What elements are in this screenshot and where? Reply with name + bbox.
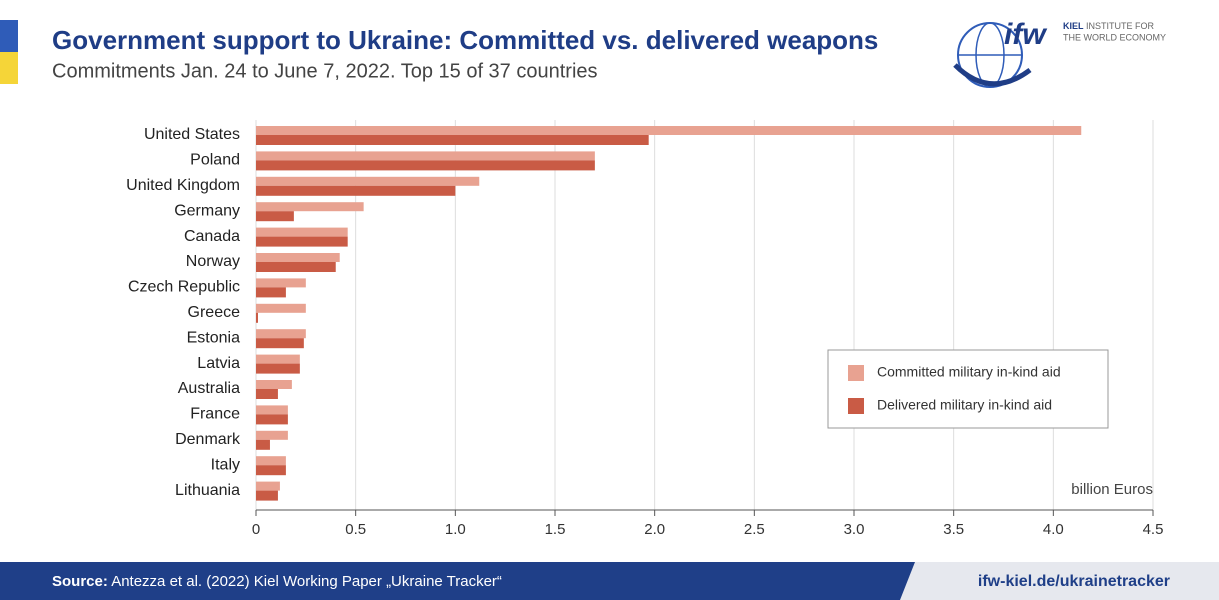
bar <box>256 481 280 491</box>
legend-box <box>827 349 1109 429</box>
bar <box>256 312 258 323</box>
x-tick-label: 2.0 <box>644 521 665 538</box>
y-tick-label: Norway <box>186 253 240 270</box>
bar <box>256 329 306 339</box>
bar <box>256 211 294 222</box>
y-tick-label: Lithuania <box>175 482 240 499</box>
legend-swatch <box>848 398 864 414</box>
bar <box>256 135 649 145</box>
bar <box>256 253 340 262</box>
logo: ifw KIEL INSTITUTE FOR THE WORLD ECONOMY <box>953 18 1166 88</box>
bar <box>256 456 286 466</box>
y-tick-label: Denmark <box>175 431 241 448</box>
x-tick-label: 3.5 <box>943 521 964 538</box>
bar <box>256 278 306 288</box>
logo-line2: THE WORLD ECONOMY <box>1063 32 1166 42</box>
bar <box>256 236 348 247</box>
bar <box>256 354 300 364</box>
source-label: Source: <box>52 573 108 590</box>
legend: Committed military in-kind aid Delivered … <box>827 349 1109 429</box>
bar <box>256 303 306 313</box>
footer-source: Source: Antezza et al. (2022) Kiel Worki… <box>52 573 502 590</box>
x-axis-label: billion Euros <box>1071 481 1153 498</box>
logo-swoosh <box>953 63 1032 87</box>
y-tick-label: Italy <box>211 456 240 473</box>
bar <box>256 405 288 415</box>
x-tick-label: 1.0 <box>445 521 466 538</box>
y-tick-label: Canada <box>184 228 240 245</box>
y-tick-label: Estonia <box>187 329 240 346</box>
bar <box>256 126 1082 135</box>
x-tick-label: 4.5 <box>1143 521 1164 538</box>
bar <box>256 338 304 349</box>
bar <box>256 262 336 272</box>
y-tick-label: Latvia <box>197 355 240 372</box>
logo-text: KIEL INSTITUTE FOR <box>1063 21 1155 31</box>
bar <box>256 160 595 171</box>
x-tick-label: 1.5 <box>545 521 566 538</box>
footer-link: ifw-kiel.de/ukrainetracker <box>978 573 1170 590</box>
source-text: Antezza et al. (2022) Kiel Working Paper… <box>111 573 502 590</box>
y-tick-label: France <box>190 406 240 423</box>
bar <box>256 465 286 476</box>
bar <box>256 202 364 212</box>
bar <box>256 363 300 374</box>
bar <box>256 430 288 440</box>
bar <box>256 389 278 399</box>
plot: 0 0.5 1.0 1.5 2.0 2.5 3.0 3.5 4.0 4.5 billion Euro… <box>126 120 1163 538</box>
y-tick-label: United States <box>144 126 240 143</box>
x-tick-label: 0.5 <box>345 521 366 538</box>
flag-yellow <box>0 52 18 84</box>
y-tick-label: Greece <box>188 304 241 321</box>
x-tick-label: 4.0 <box>1043 521 1064 538</box>
chart-subtitle: Commitments Jan. 24 to June 7, 2022. Top… <box>52 60 598 82</box>
bar <box>256 151 595 161</box>
y-tick-label: Czech Republic <box>128 279 240 296</box>
x-tick-label: 0 <box>252 521 260 538</box>
legend-swatch <box>848 365 864 381</box>
bar <box>256 380 292 389</box>
logo-mark: ifw <box>1004 18 1047 51</box>
y-tick-label: Germany <box>174 202 240 219</box>
bar <box>256 176 480 186</box>
y-tick-label: Poland <box>190 152 240 169</box>
logo-bold: KIEL <box>1063 21 1084 31</box>
bar <box>256 439 270 450</box>
footer-link-bg <box>900 562 1219 600</box>
bar <box>256 185 456 196</box>
legend-label: Committed military in-kind aid <box>877 364 1061 380</box>
bar <box>256 287 286 298</box>
bar <box>256 414 288 425</box>
bar <box>256 227 348 237</box>
x-tick-label: 2.5 <box>744 521 765 538</box>
x-tick-label: 3.0 <box>844 521 865 538</box>
y-tick-label: United Kingdom <box>126 177 240 194</box>
legend-label: Delivered military in-kind aid <box>877 397 1052 413</box>
flag-blue <box>0 20 18 52</box>
y-tick-label: Australia <box>178 380 240 397</box>
bar <box>256 490 278 501</box>
chart-title: Government support to Ukraine: Committed… <box>52 25 878 55</box>
logo-line1: INSTITUTE FOR <box>1086 21 1154 31</box>
